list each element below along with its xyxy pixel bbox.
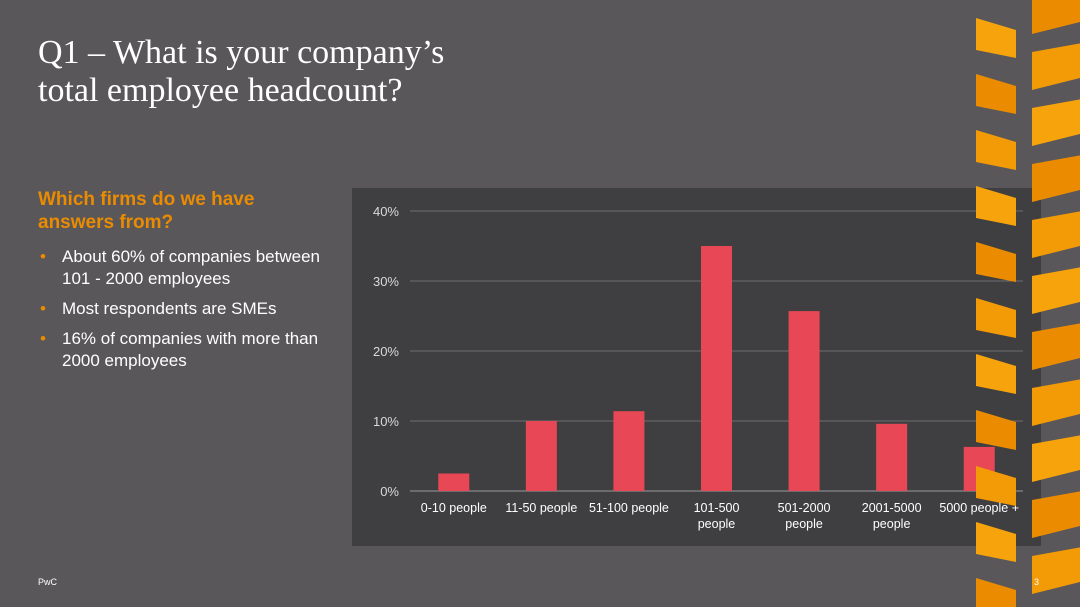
decorative-chevron: [976, 186, 1016, 226]
y-tick-label: 20%: [373, 344, 399, 359]
x-tick-label: 51-100 people: [589, 501, 669, 515]
chart-panel: 0% 10% 20% 30% 40% 0-10 people 11-50 people 51-…: [352, 188, 1041, 546]
x-tick-label: 11-50 people: [505, 501, 577, 515]
x-tick-label: 5000 people +: [939, 501, 1019, 515]
x-tick-label: people: [785, 517, 823, 531]
bar: [701, 246, 732, 491]
page-number: 3: [1034, 577, 1040, 587]
decorative-chevron: [1032, 99, 1080, 146]
decorative-chevron: [1032, 547, 1080, 594]
decorative-chevron: [1032, 155, 1080, 202]
y-tick-label: 30%: [373, 274, 399, 289]
decorative-chevron: [1032, 211, 1080, 258]
decorative-chevron: [1032, 323, 1080, 370]
x-tick-label: people: [873, 517, 911, 531]
decorative-chevron: [976, 466, 1016, 506]
bullet-list: • About 60% of companies between 101 - 20…: [38, 246, 338, 380]
bullet-text: Most respondents are SMEs: [62, 299, 277, 318]
decorative-chevron: [1032, 0, 1080, 34]
bar: [613, 411, 645, 491]
decorative-chevron: [976, 18, 1016, 58]
bullet-item: • 16% of companies with more than 2000 em…: [38, 328, 338, 372]
decorative-chevron-pattern: [976, 0, 1080, 607]
bar-chart: 0% 10% 20% 30% 40% 0-10 people 11-50 people 51-…: [373, 204, 1023, 531]
decorative-chevron: [976, 410, 1016, 450]
slide-title-line-2: total employee headcount?: [38, 72, 403, 109]
y-tick-label: 40%: [373, 204, 399, 219]
x-tick-label: people: [698, 517, 736, 531]
footer-brand: PwC: [38, 577, 58, 587]
bar: [876, 423, 908, 491]
slide-title-line-1: Q1 – What is your company’s: [38, 34, 445, 71]
bullet-marker-icon: •: [40, 247, 46, 266]
bullet-item: • About 60% of companies between 101 - 20…: [38, 246, 338, 290]
decorative-chevron: [976, 242, 1016, 282]
x-tick-label: 2001-5000: [862, 501, 922, 515]
decorative-chevron: [976, 354, 1016, 394]
subheading: Which firms do we have answers from?: [38, 189, 255, 233]
decorative-chevron: [976, 522, 1016, 562]
decorative-chevron: [976, 130, 1016, 170]
bullet-marker-icon: •: [40, 299, 46, 318]
bullet-item: • Most respondents are SMEs: [38, 298, 338, 320]
decorative-chevron: [1032, 43, 1080, 90]
decorative-chevron: [976, 578, 1016, 607]
slide-title: Q1 – What is your company’s total employ…: [38, 34, 598, 110]
bar: [525, 421, 557, 491]
x-tick-label: 501-2000: [778, 501, 831, 515]
decorative-chevron: [976, 298, 1016, 338]
y-tick-label: 0%: [380, 484, 399, 499]
bullet-marker-icon: •: [40, 329, 46, 348]
bar: [788, 311, 820, 491]
decorative-chevron: [1032, 379, 1080, 426]
decorative-chevron: [1032, 267, 1080, 314]
x-tick-label: 0-10 people: [421, 501, 487, 515]
decorative-chevron: [1032, 491, 1080, 538]
decorative-chevron: [1032, 435, 1080, 482]
bullet-text: 16% of companies with more than 2000 emp…: [62, 329, 319, 370]
bullet-text: About 60% of companies between 101 - 200…: [62, 247, 321, 288]
y-tick-label: 10%: [373, 414, 399, 429]
x-tick-label: 101-500: [694, 501, 740, 515]
bar: [438, 473, 470, 491]
decorative-chevron: [976, 74, 1016, 114]
